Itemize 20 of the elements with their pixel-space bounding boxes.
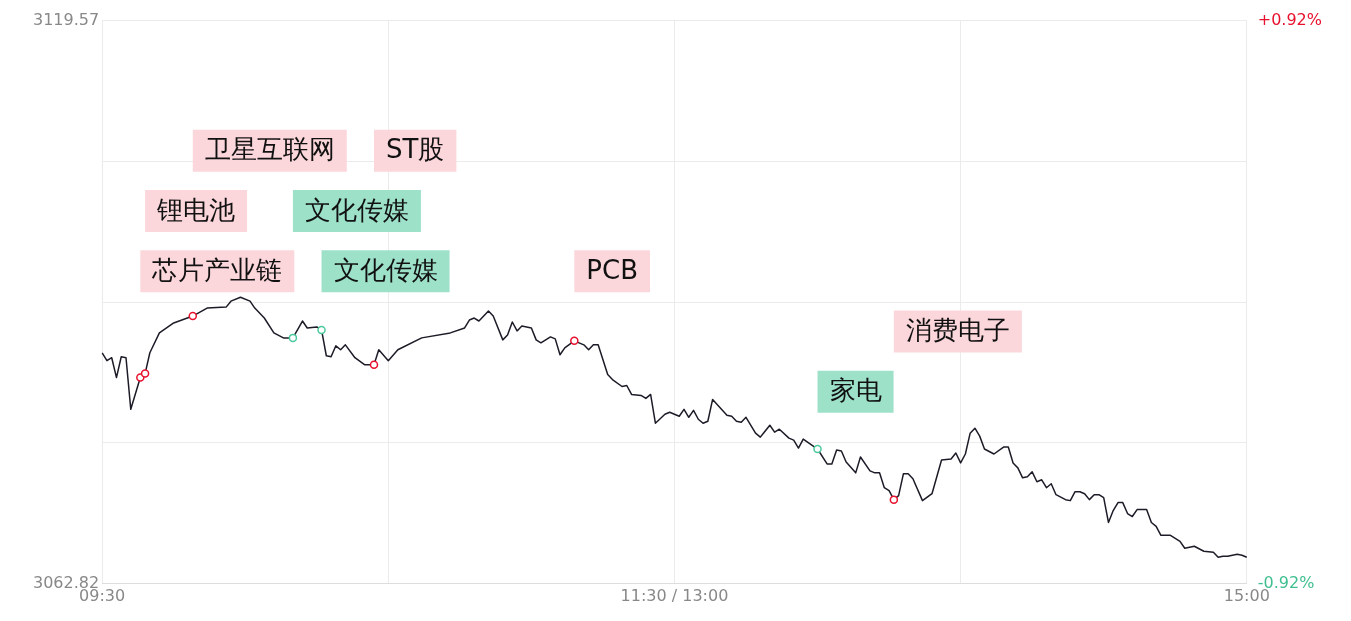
point (140, 369, 150, 378)
point (188, 311, 198, 321)
annotation: ST股 (386, 134, 445, 165)
point (317, 325, 326, 335)
annotation: PCB (586, 254, 638, 285)
annotation: 消费电子 (905, 315, 1010, 346)
annotation: 文化传媒 (304, 194, 409, 225)
y2-tick-label: +0.92% (1257, 9, 1322, 29)
x-tick-label: 11:30 / 13:00 (620, 585, 729, 605)
point (813, 444, 822, 454)
point (570, 336, 579, 346)
y-tick-label: 3119.57 (32, 9, 100, 29)
point (889, 495, 899, 504)
annotation: 锂电池 (156, 194, 236, 225)
annotation: 芯片产业链 (151, 254, 283, 285)
point (288, 333, 298, 343)
point (369, 360, 379, 369)
annotation: 文化传媒 (333, 254, 438, 285)
annotation: 卫星互联网 (204, 134, 335, 165)
annotation: 家电 (829, 375, 882, 406)
